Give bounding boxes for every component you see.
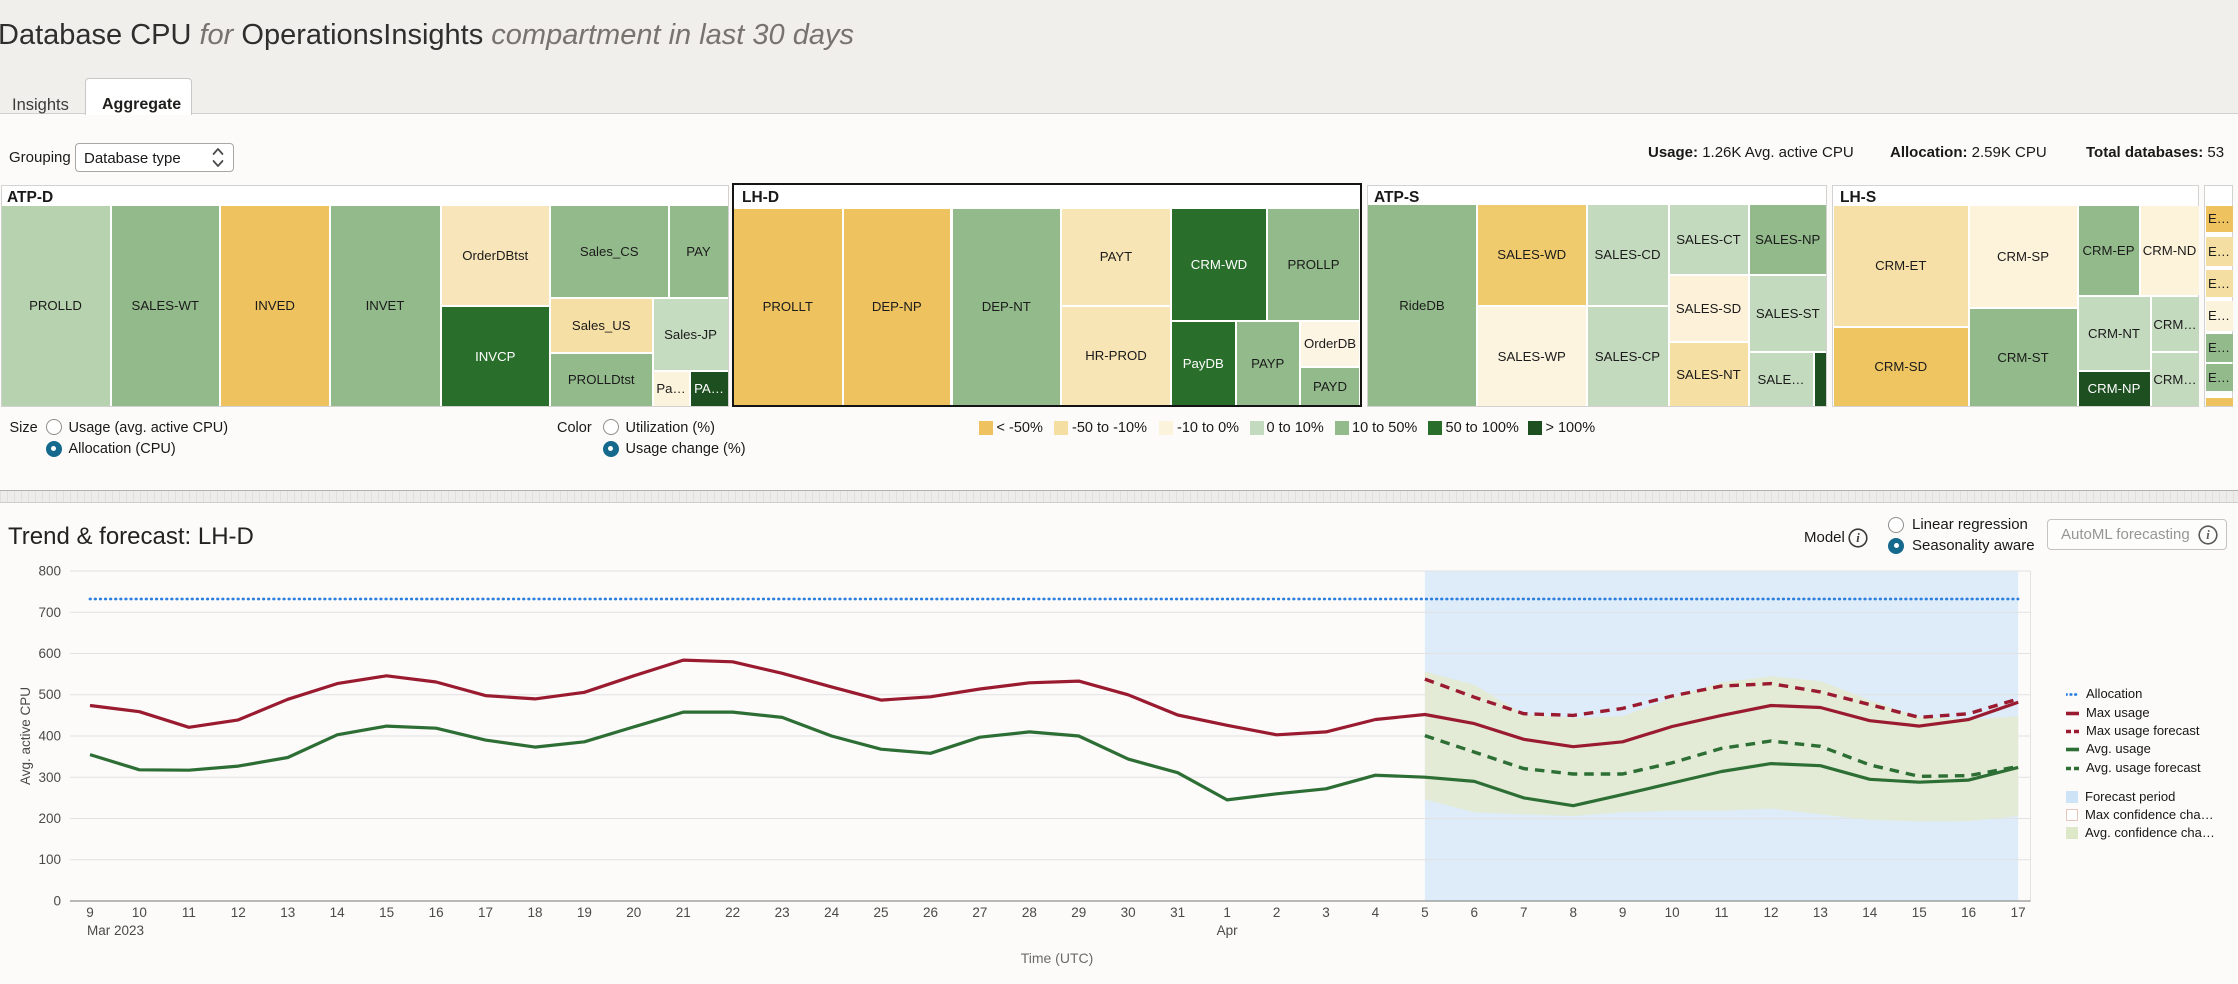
svg-text:10: 10 (132, 905, 147, 920)
svg-text:600: 600 (38, 646, 61, 661)
svg-text:19: 19 (577, 905, 592, 920)
svg-text:100: 100 (38, 852, 61, 867)
svg-text:21: 21 (676, 905, 691, 920)
svg-text:10: 10 (1665, 905, 1680, 920)
svg-text:25: 25 (873, 905, 888, 920)
svg-text:3: 3 (1322, 905, 1330, 920)
svg-text:17: 17 (478, 905, 493, 920)
svg-text:12: 12 (231, 905, 246, 920)
svg-text:15: 15 (379, 905, 394, 920)
svg-text:800: 800 (38, 564, 61, 579)
svg-text:26: 26 (923, 905, 938, 920)
svg-text:300: 300 (38, 770, 61, 785)
svg-text:23: 23 (775, 905, 790, 920)
svg-text:Mar 2023: Mar 2023 (87, 923, 144, 938)
svg-text:14: 14 (1862, 905, 1878, 920)
svg-text:30: 30 (1121, 905, 1136, 920)
svg-text:22: 22 (725, 905, 740, 920)
svg-text:12: 12 (1763, 905, 1778, 920)
svg-text:18: 18 (527, 905, 542, 920)
svg-text:Time (UTC): Time (UTC) (1021, 950, 1094, 966)
svg-text:9: 9 (86, 905, 94, 920)
svg-text:5: 5 (1421, 905, 1429, 920)
svg-text:28: 28 (1022, 905, 1037, 920)
svg-text:7: 7 (1520, 905, 1528, 920)
svg-text:14: 14 (330, 905, 346, 920)
svg-text:2: 2 (1273, 905, 1281, 920)
svg-text:i: i (1856, 531, 1860, 545)
svg-text:24: 24 (824, 905, 840, 920)
svg-text:400: 400 (38, 729, 61, 744)
svg-text:17: 17 (2011, 905, 2026, 920)
svg-text:4: 4 (1372, 905, 1380, 920)
svg-text:16: 16 (429, 905, 444, 920)
svg-text:i: i (2206, 528, 2210, 542)
svg-text:500: 500 (38, 687, 61, 702)
svg-text:15: 15 (1912, 905, 1927, 920)
svg-text:0: 0 (53, 894, 61, 909)
svg-text:1: 1 (1223, 905, 1231, 920)
svg-text:9: 9 (1619, 905, 1627, 920)
svg-text:11: 11 (1714, 905, 1728, 920)
svg-text:13: 13 (280, 905, 295, 920)
svg-text:16: 16 (1961, 905, 1976, 920)
svg-text:Apr: Apr (1217, 923, 1239, 938)
svg-text:13: 13 (1813, 905, 1828, 920)
svg-text:8: 8 (1569, 905, 1577, 920)
svg-text:11: 11 (182, 905, 196, 920)
svg-text:31: 31 (1170, 905, 1185, 920)
svg-text:27: 27 (972, 905, 987, 920)
svg-text:200: 200 (38, 811, 61, 826)
svg-text:Avg. active CPU: Avg. active CPU (18, 687, 33, 785)
svg-text:29: 29 (1071, 905, 1086, 920)
svg-text:700: 700 (38, 605, 61, 620)
svg-text:20: 20 (626, 905, 641, 920)
svg-text:6: 6 (1471, 905, 1479, 920)
